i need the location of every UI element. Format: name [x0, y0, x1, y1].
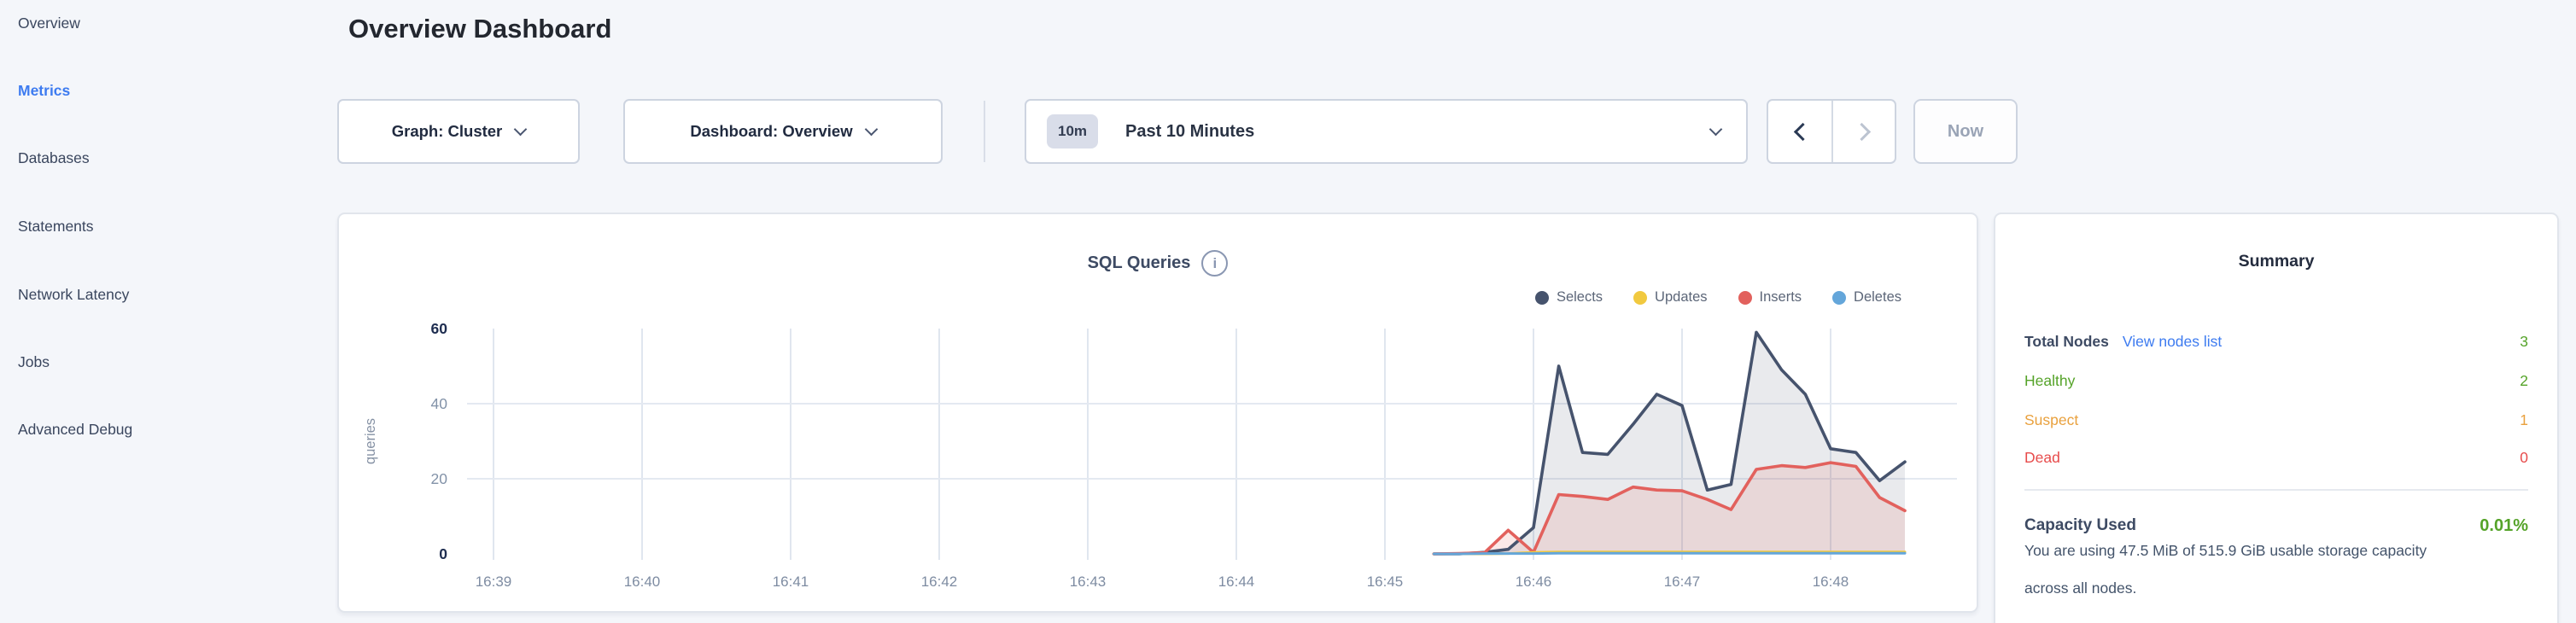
legend-item-inserts: Inserts — [1738, 289, 1802, 306]
chevron-left-icon — [1793, 122, 1812, 141]
summary-title: Summary — [2238, 252, 2315, 271]
x-axis-tick-label: 16:41 — [773, 574, 809, 590]
legend-label: Updates — [1655, 289, 1708, 305]
info-icon[interactable]: i — [1201, 250, 1229, 277]
y-axis-title: queries — [363, 418, 378, 464]
x-axis-tick-label: 16:43 — [1070, 574, 1107, 590]
dashboard-dropdown[interactable]: Dashboard: Overview — [623, 99, 943, 164]
graph-scope-dropdown[interactable]: Graph: Cluster — [337, 99, 580, 164]
chevron-right-icon — [1852, 122, 1871, 141]
time-prev-button[interactable] — [1768, 101, 1831, 162]
y-axis-tick-label: 40 — [431, 395, 448, 412]
sidebar-item-databases[interactable]: Databases — [18, 149, 90, 166]
y-axis-tick-label: 60 — [431, 320, 448, 337]
controls-divider — [984, 101, 985, 162]
chart-title-row: SQL Queries i — [339, 250, 1977, 277]
page-title: Overview Dashboard — [348, 14, 612, 44]
chart-legend: Selects Updates Inserts Deletes — [1534, 289, 1901, 306]
graph-scope-label: Graph: Cluster — [391, 122, 503, 140]
sql-queries-chart-card: SQL Queries i Selects Updates Inserts De… — [337, 213, 1978, 613]
legend-label: Inserts — [1759, 289, 1802, 305]
chevron-down-icon — [1709, 122, 1723, 136]
x-axis-tick-label: 16:46 — [1516, 574, 1552, 590]
suspect-value: 1 — [2520, 411, 2528, 428]
capacity-used-label: Capacity Used — [2024, 516, 2136, 534]
dead-label: Dead — [2024, 449, 2060, 466]
sidebar-item-metrics[interactable]: Metrics — [18, 82, 71, 99]
y-axis-tick-label: 20 — [431, 470, 448, 487]
x-axis-tick-label: 16:42 — [921, 574, 958, 590]
view-nodes-list-link[interactable]: View nodes list — [2122, 333, 2223, 350]
suspect-label: Suspect — [2024, 411, 2079, 428]
time-range-label: Past 10 Minutes — [1125, 121, 1255, 141]
total-nodes-label: Total Nodes — [2024, 333, 2109, 350]
x-axis-tick-label: 16:39 — [476, 574, 512, 590]
updates-dot-icon — [1633, 290, 1648, 305]
dashboard-label: Dashboard: Overview — [690, 122, 853, 140]
selects-line — [1432, 330, 1907, 556]
y-axis-tick-label: 0 — [439, 545, 447, 562]
chevron-down-icon — [864, 122, 878, 136]
selects-dot-icon — [1534, 290, 1549, 305]
deletes-dot-icon — [1832, 290, 1847, 305]
summary-row-total-nodes: Total Nodes View nodes list 3 — [1995, 329, 2557, 354]
summary-row-capacity: Capacity Used 0.01% — [1995, 513, 2557, 539]
chevron-down-icon — [513, 122, 528, 136]
x-axis-tick-label: 16:47 — [1664, 574, 1701, 590]
legend-item-updates: Updates — [1633, 289, 1708, 306]
capacity-used-value: 0.01% — [2480, 516, 2528, 535]
total-nodes-value: 3 — [2520, 333, 2528, 350]
inserts-dot-icon — [1738, 290, 1752, 305]
deletes-line — [1432, 551, 1907, 556]
capacity-description: You are using 47.5 MiB of 515.9 GiB usab… — [2024, 542, 2427, 597]
healthy-value: 2 — [2520, 372, 2528, 389]
selects-area — [1434, 332, 1905, 554]
time-pager — [1767, 99, 1896, 164]
sql-queries-plot[interactable]: 0 20 40 60 16:39 16:40 16:41 16:42 16:43 16:44 16:… — [339, 214, 1980, 614]
summary-row-dead: Dead 0 — [1995, 445, 2557, 470]
inserts-line — [1432, 461, 1907, 556]
summary-row-suspect: Suspect 1 — [1995, 407, 2557, 433]
sidebar-item-advanced-debug[interactable]: Advanced Debug — [18, 421, 133, 438]
inserts-area — [1434, 463, 1905, 554]
sidebar-item-overview[interactable]: Overview — [18, 15, 80, 32]
sidebar-item-statements[interactable]: Statements — [18, 218, 94, 235]
summary-panel: Summary Total Nodes View nodes list 3 He… — [1994, 213, 2559, 623]
time-next-button[interactable] — [1831, 101, 1895, 162]
summary-divider — [2024, 489, 2528, 491]
x-axis-tick-label: 16:48 — [1813, 574, 1849, 590]
summary-row-healthy: Healthy 2 — [1995, 368, 2557, 393]
legend-item-selects: Selects — [1534, 289, 1603, 306]
x-axis-tick-label: 16:40 — [624, 574, 661, 590]
x-axis-tick-label: 16:45 — [1367, 574, 1404, 590]
time-range-badge: 10m — [1047, 114, 1099, 148]
now-button[interactable]: Now — [1913, 99, 2018, 164]
legend-label: Deletes — [1854, 289, 1901, 305]
now-button-label: Now — [1947, 121, 1984, 141]
x-axis-tick-label: 16:44 — [1218, 574, 1255, 590]
chart-title: SQL Queries — [1087, 253, 1191, 272]
sidebar-item-jobs[interactable]: Jobs — [18, 353, 50, 370]
sidebar-item-network-latency[interactable]: Network Latency — [18, 286, 130, 303]
legend-label: Selects — [1556, 289, 1603, 305]
time-range-dropdown[interactable]: 10m Past 10 Minutes — [1025, 99, 1748, 164]
legend-item-deletes: Deletes — [1832, 289, 1901, 306]
healthy-label: Healthy — [2024, 372, 2076, 389]
dead-value: 0 — [2520, 449, 2528, 466]
